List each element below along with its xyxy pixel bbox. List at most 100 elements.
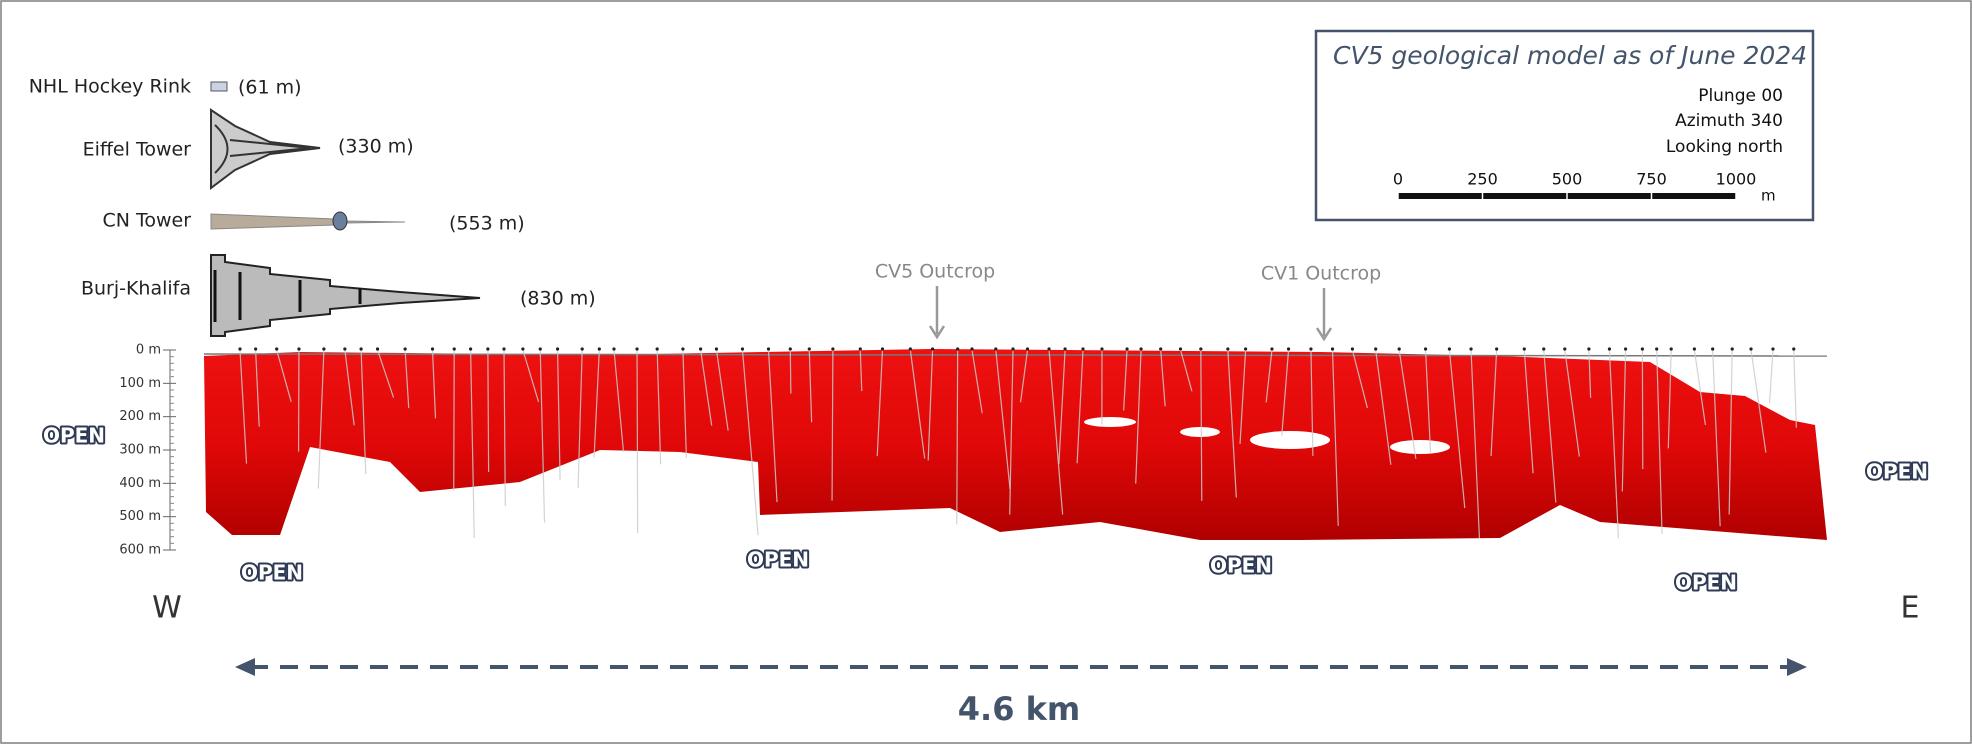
drill-hole bbox=[1448, 349, 1466, 509]
scale-label: 0 bbox=[1393, 170, 1403, 189]
burj-detail bbox=[213, 270, 362, 322]
collar bbox=[1025, 347, 1030, 351]
outcrop-arrow bbox=[928, 286, 946, 340]
depth-tick-label: 100 m bbox=[119, 376, 161, 391]
collar bbox=[612, 347, 616, 351]
cn-pod bbox=[332, 211, 348, 231]
distance-arrowhead bbox=[235, 658, 255, 676]
collar bbox=[1669, 347, 1673, 351]
comparison-label: Burj-Khalifa bbox=[81, 278, 191, 300]
collar bbox=[452, 347, 456, 351]
drill-hole bbox=[487, 349, 490, 473]
collar bbox=[430, 347, 435, 351]
collar bbox=[655, 347, 659, 351]
drill-hole bbox=[808, 349, 813, 423]
drill-hole bbox=[1656, 349, 1663, 534]
drill-hole bbox=[1621, 349, 1627, 492]
collar bbox=[1495, 347, 1499, 351]
legend-line: Plunge 00 bbox=[1698, 86, 1783, 106]
collar bbox=[1771, 347, 1775, 351]
depth-axis: 0 m 100 m 200 m 300 m 400 m 500 m 600 m bbox=[119, 343, 176, 558]
depth-tick-label: 300 m bbox=[119, 443, 161, 458]
drill-hole bbox=[767, 349, 778, 503]
legend-line: Azimuth 340 bbox=[1675, 111, 1783, 131]
open-label: OPEN bbox=[747, 548, 809, 572]
scale-label: 250 bbox=[1467, 170, 1498, 189]
drill-hole bbox=[1667, 349, 1672, 449]
collar bbox=[766, 347, 771, 351]
drill-hole bbox=[1564, 349, 1580, 457]
drill-hole bbox=[656, 349, 662, 465]
drill-hole bbox=[1239, 349, 1247, 444]
collar bbox=[1011, 347, 1015, 351]
collar bbox=[970, 347, 974, 351]
drill-hole bbox=[741, 349, 759, 536]
collar bbox=[699, 347, 703, 351]
drill-hole bbox=[909, 349, 926, 459]
drill-hole bbox=[1523, 349, 1534, 474]
drill-hole bbox=[1179, 349, 1193, 392]
comparison-height: (330 m) bbox=[338, 136, 414, 158]
drill-hole bbox=[636, 349, 639, 534]
legend-line: Looking north bbox=[1666, 137, 1783, 157]
depth-tick-label: 600 m bbox=[119, 543, 161, 558]
collar bbox=[297, 347, 301, 351]
collar bbox=[1063, 347, 1067, 351]
drill-hole bbox=[1123, 349, 1128, 411]
drill-hole bbox=[700, 349, 713, 426]
drill-hole bbox=[1009, 349, 1014, 515]
scale-label: 750 bbox=[1636, 170, 1667, 189]
drill-hole bbox=[1281, 349, 1290, 436]
drill-hole bbox=[1693, 349, 1706, 426]
comparison-label: Eiffel Tower bbox=[83, 139, 192, 161]
collar bbox=[1350, 347, 1355, 351]
direction-west: W bbox=[152, 591, 182, 626]
drill-hole bbox=[1058, 349, 1066, 465]
collar bbox=[1226, 347, 1230, 351]
collar bbox=[1587, 347, 1591, 351]
rink-icon bbox=[210, 81, 228, 92]
open-label: OPEN bbox=[43, 424, 105, 448]
open-label: OPEN bbox=[1210, 554, 1272, 578]
drill-hole bbox=[404, 349, 410, 409]
collar bbox=[597, 347, 601, 351]
drill-hole bbox=[1200, 349, 1203, 501]
depth-tick-label: 0 m bbox=[136, 343, 161, 358]
scale-bar: 0 250 500 750 1000 bbox=[1393, 170, 1756, 200]
depth-tick-label: 200 m bbox=[119, 409, 161, 424]
collar bbox=[1640, 347, 1644, 351]
collar bbox=[1522, 347, 1526, 351]
collar bbox=[994, 347, 998, 351]
collar bbox=[1159, 347, 1163, 351]
collar bbox=[807, 347, 811, 351]
collar bbox=[469, 347, 473, 351]
collar bbox=[681, 347, 685, 351]
comparison-label: CN Tower bbox=[102, 210, 191, 232]
comparison-height: (61 m) bbox=[238, 77, 302, 99]
scale-label: 500 bbox=[1552, 170, 1583, 189]
drill-hole bbox=[995, 349, 1011, 490]
drill-hole bbox=[577, 349, 583, 488]
drill-hole bbox=[317, 349, 325, 489]
collar bbox=[1563, 347, 1567, 351]
collar bbox=[502, 347, 506, 351]
collar bbox=[1623, 347, 1628, 351]
collar bbox=[1749, 347, 1753, 351]
outcrop-arrow bbox=[1315, 288, 1333, 342]
open-label: OPEN bbox=[241, 561, 303, 585]
eiffel-icon bbox=[210, 108, 321, 190]
collar bbox=[1397, 347, 1401, 351]
collar bbox=[486, 347, 490, 351]
collar bbox=[1139, 347, 1143, 351]
open-label: OPEN bbox=[1866, 460, 1928, 484]
drill-hole bbox=[1227, 349, 1237, 498]
drill-hole bbox=[593, 349, 600, 458]
surface-line bbox=[203, 353, 1828, 357]
drill-hole bbox=[789, 349, 792, 394]
drill-hole bbox=[956, 349, 959, 525]
drill-hole bbox=[1750, 349, 1767, 453]
collar bbox=[1423, 347, 1428, 351]
drill-hole bbox=[1490, 349, 1498, 457]
drill-hole bbox=[1135, 349, 1142, 484]
